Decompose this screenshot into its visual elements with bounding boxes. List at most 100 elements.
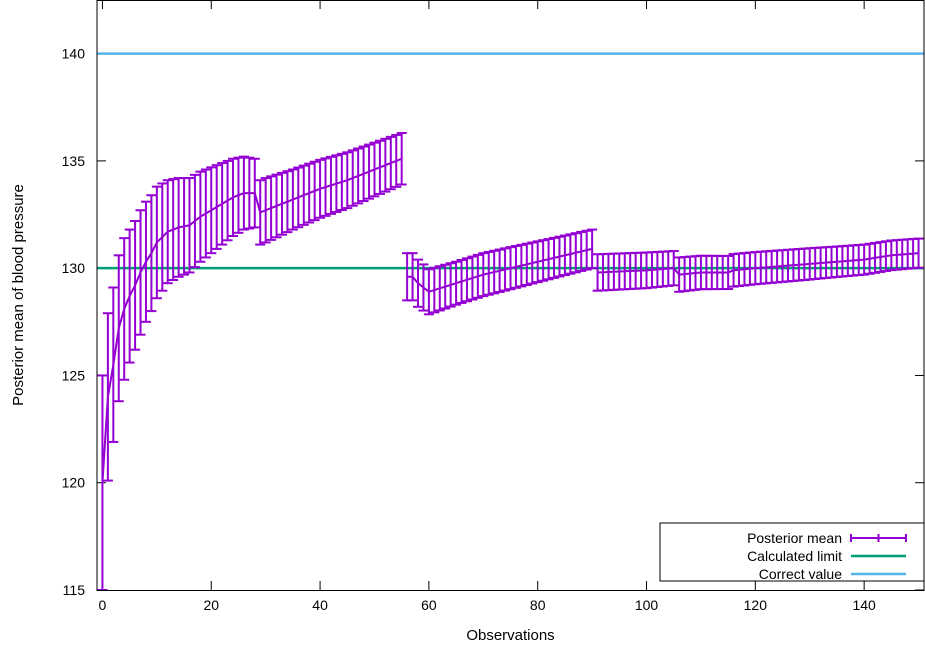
error-bar-36: [293, 166, 304, 229]
error-bar-69: [472, 253, 483, 299]
error-bar-3: [113, 254, 124, 403]
legend-label-correct-value: Correct value: [759, 566, 842, 582]
error-bar-62: [434, 265, 445, 312]
error-bar-105: [668, 250, 679, 287]
error-bar-30: [260, 177, 271, 244]
error-bar-26: [238, 155, 249, 231]
error-bar-8: [140, 200, 151, 323]
error-bar-49: [364, 143, 375, 200]
error-bar-27: [244, 156, 255, 230]
error-bar-86: [565, 233, 576, 275]
error-bar-71: [483, 250, 494, 296]
error-bar-51: [374, 139, 385, 195]
error-bar-48: [358, 145, 369, 203]
y-tick-label-130: 130: [62, 260, 86, 276]
error-bar-10: [151, 185, 162, 300]
error-bar-31: [266, 175, 277, 241]
error-bar-5: [124, 228, 135, 364]
posterior-mean-line-segment-0: [101, 157, 403, 483]
error-bar-57: [407, 252, 418, 302]
error-bar-79: [527, 241, 538, 285]
x-axis-label: Observations: [466, 627, 554, 644]
error-bar-78: [521, 242, 532, 286]
y-axis-label: Posterior mean of blood pressure: [10, 184, 27, 406]
error-bar-23: [222, 159, 233, 242]
error-bar-55: [396, 132, 407, 186]
error-bar-65: [451, 260, 462, 306]
error-bar-84: [554, 235, 565, 278]
error-bar-2: [108, 286, 119, 443]
error-bar-80: [532, 240, 543, 284]
error-bar-17: [189, 173, 200, 269]
error-bar-47: [353, 147, 364, 205]
error-bar-44: [336, 152, 347, 212]
error-bar-29: [255, 179, 266, 246]
error-bar-35: [287, 168, 298, 231]
x-tick-label-0: 0: [99, 597, 107, 613]
error-bar-63: [440, 263, 451, 310]
error-bar-18: [195, 170, 206, 263]
error-bar-0: [97, 374, 108, 590]
error-bar-50: [369, 141, 380, 198]
ticks-layer: 0 20 40 60 80 100 120 140 115 120 125 130 135 140: [62, 0, 924, 613]
error-bar-60: [423, 268, 434, 316]
error-bar-13: [168, 178, 179, 281]
error-bar-45: [342, 151, 353, 210]
error-bar-42: [325, 155, 336, 215]
error-bar-25: [233, 156, 244, 234]
error-bar-24: [228, 157, 239, 237]
error-bar-75: [505, 246, 516, 291]
error-bar-22: [217, 162, 228, 246]
error-bar-90: [587, 228, 598, 270]
error-bar-34: [282, 170, 293, 234]
y-tick-label-140: 140: [62, 46, 86, 62]
plot-frame: [96, 0, 925, 591]
error-bar-70: [478, 252, 489, 298]
x-tick-label-100: 100: [635, 597, 659, 613]
error-bar-76: [510, 244, 521, 289]
error-bar-32: [271, 173, 282, 239]
error-bar-11: [157, 182, 168, 292]
error-bar-1: [102, 312, 113, 482]
legend-sample-posterior-mean: [850, 534, 907, 542]
error-bar-59: [418, 263, 429, 312]
error-bar-19: [200, 168, 211, 259]
error-bar-83: [549, 236, 560, 279]
x-tick-label-40: 40: [312, 597, 328, 613]
error-bar-85: [559, 234, 570, 277]
error-bar-74: [500, 247, 511, 292]
legend-label-posterior-mean: Posterior mean: [747, 530, 842, 546]
error-bar-21: [211, 164, 222, 250]
x-tick-label-60: 60: [421, 597, 437, 613]
y-tick-label-135: 135: [62, 153, 86, 169]
error-bar-68: [467, 255, 478, 301]
x-tick-label-140: 140: [852, 597, 876, 613]
error-bar-88: [576, 230, 587, 272]
error-bar-66: [456, 259, 467, 304]
error-bar-40: [315, 158, 326, 219]
error-bar-54: [391, 133, 402, 188]
error-bar-46: [347, 149, 358, 207]
error-bar-58: [413, 258, 424, 308]
y-tick-label-115: 115: [63, 582, 86, 598]
error-bar-150: [913, 237, 924, 269]
x-tick-label-80: 80: [530, 597, 546, 613]
error-bar-52: [380, 137, 391, 193]
error-bar-12: [162, 179, 173, 285]
error-bar-81: [538, 239, 549, 282]
error-bar-89: [581, 229, 592, 271]
error-bar-82: [543, 238, 554, 281]
error-bar-37: [298, 164, 309, 226]
error-bar-39: [309, 160, 320, 222]
error-bar-115: [723, 254, 734, 290]
error-bar-38: [304, 162, 315, 224]
x-tick-label-120: 120: [744, 597, 768, 613]
legend: Posterior mean Calculated limit Correct …: [659, 522, 925, 582]
error-bar-6: [130, 219, 141, 351]
error-bar-67: [461, 257, 472, 303]
error-bar-16: [184, 177, 195, 274]
error-bar-61: [429, 266, 440, 314]
error-bar-53: [385, 135, 396, 191]
error-bar-43: [331, 154, 342, 213]
